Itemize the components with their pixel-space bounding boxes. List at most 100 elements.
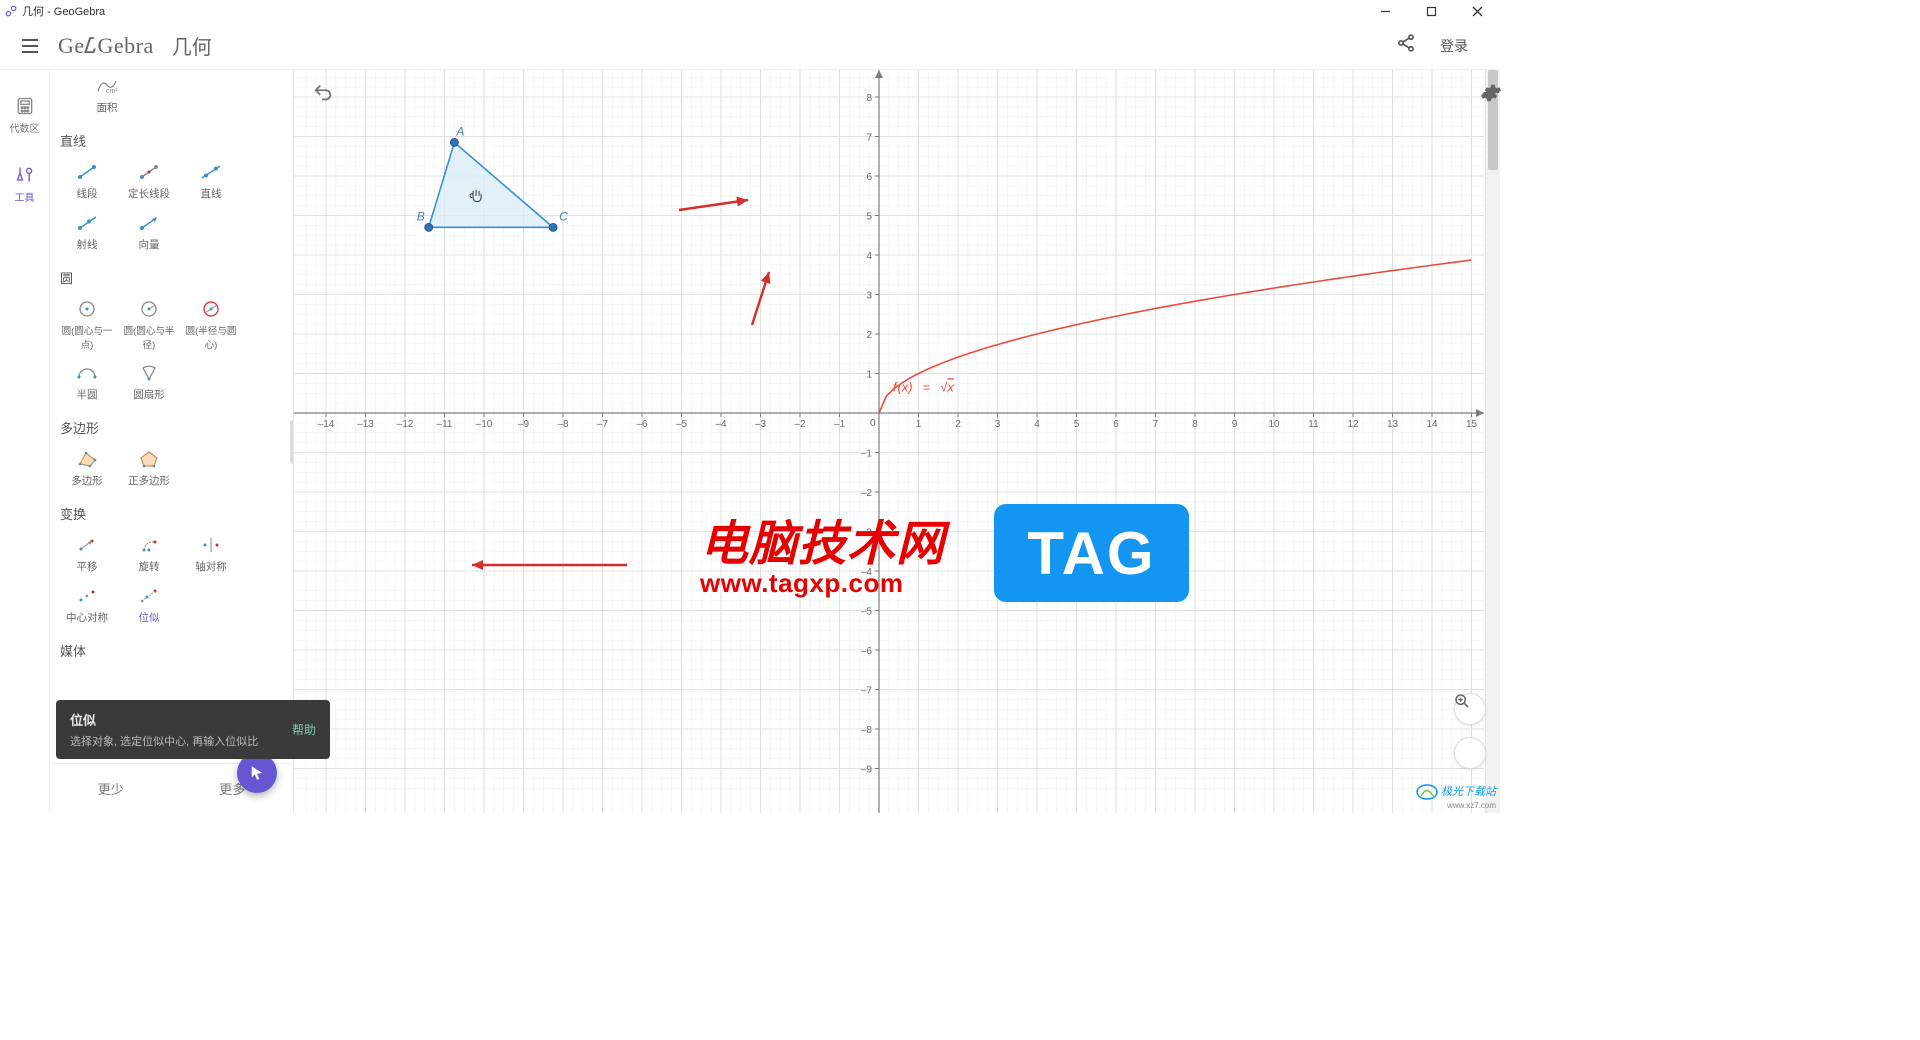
tool-area[interactable]: cm²面积 — [76, 70, 138, 121]
svg-text:5: 5 — [866, 212, 872, 223]
watermark-tag: TAG — [994, 504, 1189, 602]
svg-text:0: 0 — [870, 418, 876, 429]
tool-dilate[interactable]: 位似 — [118, 580, 180, 631]
tooltip-title: 位似 — [70, 710, 292, 729]
svg-text:4: 4 — [866, 251, 872, 262]
tool-translate[interactable]: 平移 — [56, 529, 118, 580]
nav-sidebar: 代数区 工具 — [0, 70, 50, 813]
group-circle: 圆 — [56, 258, 287, 293]
maximize-button[interactable] — [1408, 0, 1454, 22]
svg-text:4: 4 — [1034, 419, 1040, 430]
svg-text:12: 12 — [1347, 419, 1359, 430]
group-transform: 变换 — [56, 494, 287, 529]
tool-regular-polygon[interactable]: 正多边形 — [118, 443, 180, 494]
svg-text:–1: –1 — [861, 449, 873, 460]
svg-text:3: 3 — [995, 419, 1001, 430]
svg-text:A: A — [455, 124, 464, 138]
tool-reflect-axis[interactable]: 轴对称 — [180, 529, 242, 580]
svg-text:8: 8 — [866, 93, 872, 104]
graphics-canvas[interactable]: –14–13–12–11–10–9–8–7–6–5–4–3–2–10123456… — [294, 70, 1500, 813]
svg-text:2: 2 — [866, 330, 872, 341]
svg-text:–8: –8 — [557, 419, 569, 430]
tool-circle-center-radius[interactable]: 圆(圆心与半径) — [118, 293, 180, 357]
tool-ray[interactable]: 射线 — [56, 207, 118, 258]
svg-text:–11: –11 — [437, 419, 453, 430]
vertical-scrollbar[interactable] — [1485, 70, 1500, 813]
watermark-url: www.tagxp.com — [700, 568, 903, 599]
tool-reflect-point[interactable]: 中心对称 — [56, 580, 118, 631]
svg-text:f(x)=√x: f(x)=√x — [893, 379, 955, 394]
svg-text:–9: –9 — [861, 765, 873, 776]
download-badge: 极光下载站 www.xz7.com — [1416, 783, 1496, 810]
appbar: GeᮄGebra 几何 登录 — [0, 22, 1500, 70]
app-title: 几何 — [172, 31, 212, 60]
svg-text:–4: –4 — [715, 419, 727, 430]
tool-line[interactable]: 直线 — [180, 156, 242, 207]
nav-label: 代数区 — [10, 120, 40, 135]
svg-text:–6: –6 — [861, 646, 873, 657]
svg-text:6: 6 — [1113, 419, 1119, 430]
group-polygon: 多边形 — [56, 408, 287, 443]
svg-text:13: 13 — [1387, 419, 1399, 430]
app-icon — [4, 4, 18, 18]
svg-text:9: 9 — [1232, 419, 1238, 430]
tool-polygon[interactable]: 多边形 — [56, 443, 118, 494]
footer-less[interactable]: 更少 — [98, 779, 124, 798]
minimize-button[interactable] — [1362, 0, 1408, 22]
svg-text:1: 1 — [866, 370, 872, 381]
tool-segment[interactable]: 线段 — [56, 156, 118, 207]
nav-algebra[interactable]: 代数区 — [10, 96, 40, 135]
svg-text:2: 2 — [955, 419, 961, 430]
svg-text:–7: –7 — [597, 419, 609, 430]
window-title: 几何 - GeoGebra — [22, 3, 105, 19]
tool-segment-fixed[interactable]: 定长线段 — [118, 156, 180, 207]
svg-text:–9: –9 — [518, 419, 530, 430]
nav-tools[interactable]: 工具 — [15, 165, 35, 204]
brand-logo: GeᮄGebra — [58, 30, 154, 62]
svg-text:–1: –1 — [834, 419, 846, 430]
svg-text:–7: –7 — [861, 686, 873, 697]
group-line: 直线 — [56, 121, 287, 156]
svg-text:1: 1 — [916, 419, 922, 430]
svg-text:11: 11 — [1308, 419, 1319, 430]
svg-text:10: 10 — [1268, 419, 1280, 430]
watermark-text: 电脑技术网 — [700, 504, 945, 574]
zoom-out-button[interactable] — [1454, 737, 1486, 769]
svg-text:–3: –3 — [755, 419, 767, 430]
titlebar: 几何 - GeoGebra — [0, 0, 1500, 22]
tool-semicircle[interactable]: 半圆 — [56, 357, 118, 408]
svg-text:–5: –5 — [676, 419, 688, 430]
svg-text:8: 8 — [1192, 419, 1198, 430]
svg-text:6: 6 — [866, 172, 872, 183]
svg-text:–14: –14 — [318, 419, 335, 430]
group-media: 媒体 — [56, 631, 287, 666]
select-tool-fab[interactable] — [237, 753, 277, 793]
svg-text:–13: –13 — [357, 419, 374, 430]
tool-sector[interactable]: 圆扇形 — [118, 357, 180, 408]
nav-label: 工具 — [15, 189, 35, 204]
svg-text:3: 3 — [866, 291, 872, 302]
tool-vector[interactable]: 向量 — [118, 207, 180, 258]
svg-text:14: 14 — [1426, 419, 1438, 430]
svg-text:–6: –6 — [636, 419, 648, 430]
tool-rotate[interactable]: 旋转 — [118, 529, 180, 580]
svg-text:–5: –5 — [861, 607, 873, 618]
close-button[interactable] — [1454, 0, 1500, 22]
svg-text:C: C — [559, 209, 568, 223]
svg-text:–2: –2 — [794, 419, 806, 430]
svg-text:–8: –8 — [861, 725, 873, 736]
share-button[interactable] — [1396, 33, 1416, 58]
svg-text:7: 7 — [866, 133, 872, 144]
tooltip-subtitle: 选择对象, 选定位似中心, 再输入位似比 — [70, 733, 292, 749]
svg-text:cm²: cm² — [106, 88, 118, 95]
menu-button[interactable] — [8, 36, 52, 56]
svg-text:–10: –10 — [476, 419, 493, 430]
svg-text:15: 15 — [1466, 419, 1478, 430]
tool-circle-center-point[interactable]: 圆(圆心与一点) — [56, 293, 118, 357]
svg-text:B: B — [417, 209, 425, 223]
svg-text:5: 5 — [1074, 419, 1080, 430]
login-button[interactable]: 登录 — [1440, 36, 1468, 56]
tool-circle-radius-center[interactable]: 圆(半径与圆心) — [180, 293, 242, 357]
tooltip-help-link[interactable]: 帮助 — [292, 721, 316, 738]
svg-text:7: 7 — [1153, 419, 1159, 430]
